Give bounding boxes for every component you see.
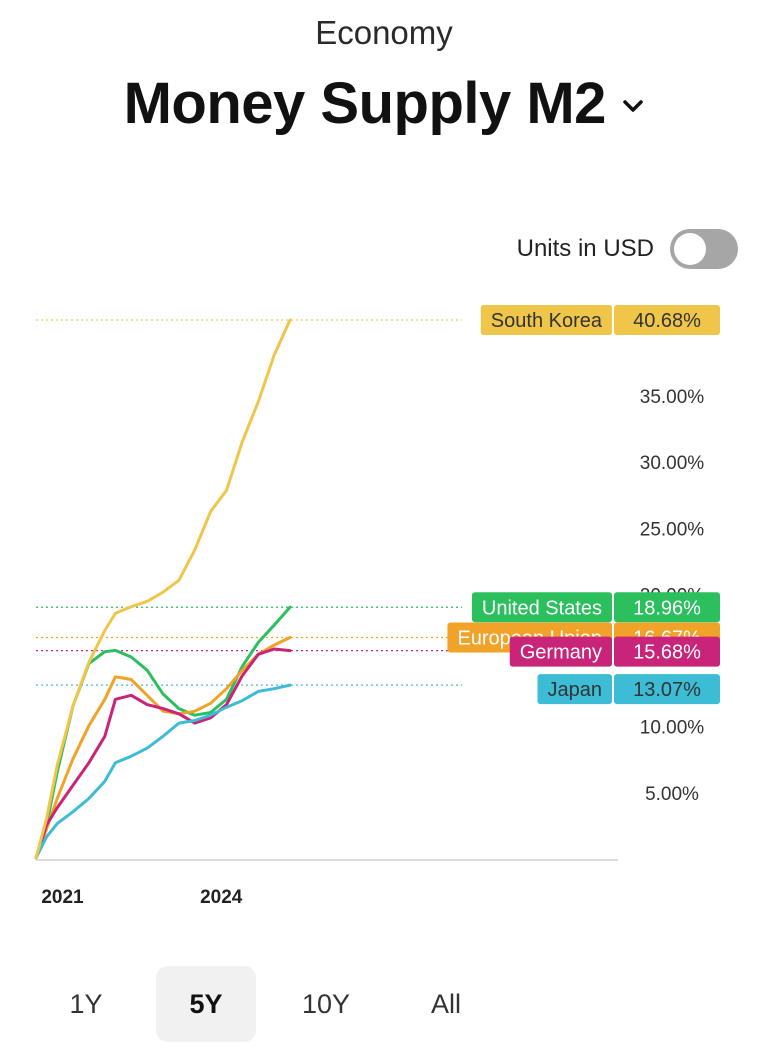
toggle-knob[interactable]: [674, 233, 706, 265]
series-name-tag: [471, 592, 612, 623]
page-title[interactable]: Money Supply M2: [123, 71, 607, 136]
units-toggle-row: Units in USD: [517, 226, 738, 272]
series-name-tag: [537, 674, 612, 705]
series-value-tag: [614, 636, 720, 667]
y-tick-label: 30.00%: [640, 453, 705, 474]
units-toggle-switch[interactable]: [670, 229, 738, 269]
series-line-european-union: [34, 636, 292, 860]
series-end-label-germany: Germany 15.68%: [509, 636, 720, 667]
series-value-text: 18.96%: [633, 597, 701, 619]
chevron-down-icon[interactable]: [622, 99, 644, 118]
series-value-tag: [614, 305, 720, 335]
y-tick-label: 25.00%: [640, 519, 705, 540]
series-value-tag: [614, 592, 720, 623]
m2-chart: 5.00%10.00%20.00%25.00%30.00%35.00%20212…: [34, 305, 720, 908]
y-tick-label: 5.00%: [645, 784, 699, 805]
series-end-label-south-korea: South Korea 40.68%: [480, 305, 720, 335]
series-name-text: Germany: [520, 642, 602, 664]
period-button-10y[interactable]: 10Y: [301, 988, 351, 1019]
x-tick-label: 2024: [200, 887, 243, 908]
series-line-south-korea: [34, 318, 292, 860]
title-selector[interactable]: Money Supply M2: [0, 70, 768, 137]
page-category: Economy: [315, 14, 453, 51]
series-name-tag: [509, 636, 612, 667]
x-tick-label: 2021: [41, 887, 84, 908]
series-name-text: South Korea: [491, 310, 603, 332]
period-button-1y[interactable]: 1Y: [69, 988, 103, 1019]
series-line-germany: [34, 647, 292, 860]
series-value-text: 13.07%: [633, 679, 701, 701]
series-end-label-united-states: United States 18.96%: [471, 592, 720, 623]
series-value-text: 40.68%: [633, 310, 701, 332]
series-line-united-states: [34, 605, 292, 860]
series-name-tag: [480, 305, 612, 335]
series-name-text: Japan: [548, 679, 603, 701]
series-value-tag: [614, 674, 720, 705]
series-name-text: United States: [482, 597, 602, 619]
series-value-text: 15.68%: [633, 642, 701, 664]
period-button-all[interactable]: All: [430, 988, 461, 1019]
period-selector: 1Y 5Y 10Y All: [36, 966, 516, 1042]
series-line-japan: [34, 683, 292, 860]
y-tick-label: 35.00%: [640, 387, 705, 408]
series-end-label-japan: Japan 13.07%: [537, 674, 720, 705]
units-label: Units in USD: [516, 235, 654, 262]
y-tick-label: 10.00%: [640, 718, 705, 739]
period-button-5y[interactable]: 5Y: [156, 966, 256, 1042]
